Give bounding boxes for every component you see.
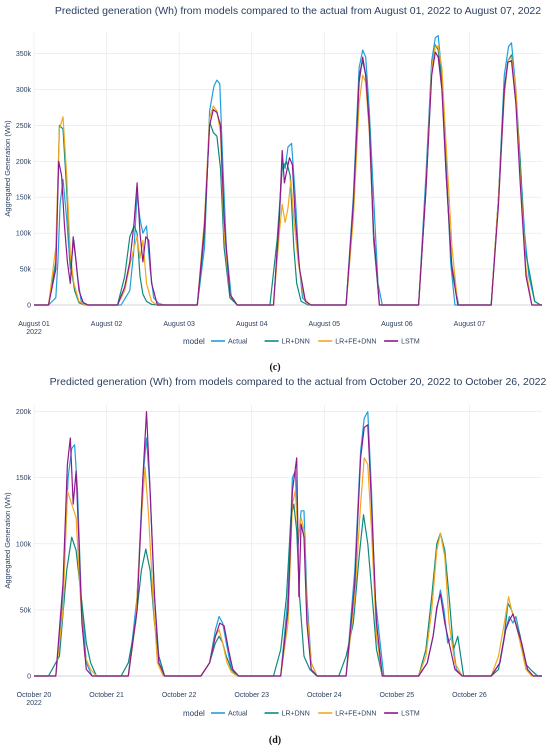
- x-tick-label: August 07: [454, 321, 486, 328]
- x-tick-label: October 24: [307, 692, 342, 699]
- x-tick-label: August 04: [236, 321, 268, 328]
- y-tick-label: 150k: [16, 195, 32, 202]
- chart-title: Predicted generation (Wh) from models co…: [55, 5, 541, 17]
- x-tick-year: 2022: [26, 329, 42, 336]
- y-tick-label: 300k: [16, 87, 32, 94]
- y-tick-label: 350k: [16, 51, 32, 58]
- legend-item[interactable]: LR+FE+DNN: [318, 339, 376, 346]
- legend-title: model: [183, 709, 205, 718]
- y-tick-label: 0: [27, 674, 31, 681]
- x-tick-label: October 25: [380, 692, 415, 699]
- legend-title: model: [183, 337, 205, 346]
- legend: model Actual LR+DNN LR+FE+DNN LSTM: [183, 709, 420, 718]
- x-tick-label: October 21: [89, 692, 124, 699]
- y-tick-label: 100k: [16, 231, 32, 238]
- series-line-lstm: [34, 51, 542, 306]
- chart-panel-2: Predicted generation (Wh) from models co…: [3, 376, 546, 746]
- y-tick-label: 100k: [16, 541, 32, 548]
- panel-caption: (d): [269, 735, 281, 746]
- legend-label: LR+DNN: [282, 339, 310, 346]
- x-tick-label: October 20: [17, 692, 52, 699]
- chart-panel-1: Predicted generation (Wh) from models co…: [3, 5, 542, 373]
- legend-label: LR+FE+DNN: [335, 339, 376, 346]
- x-tick-label: August 06: [381, 321, 413, 328]
- y-tick-label: 50k: [20, 607, 32, 614]
- series-line-actual: [34, 411, 542, 677]
- x-tick-label: October 26: [452, 692, 487, 699]
- legend-label: Actual: [228, 711, 248, 718]
- x-tick-label: August 02: [91, 321, 123, 328]
- y-tick-label: 150k: [16, 475, 32, 482]
- y-tick-label: 250k: [16, 123, 32, 130]
- x-tick-label: August 05: [309, 321, 341, 328]
- legend-item[interactable]: LSTM: [384, 339, 420, 346]
- legend: model Actual LR+DNN LR+FE+DNN LSTM: [183, 337, 420, 346]
- series-line-lr-dnn: [34, 44, 542, 306]
- x-tick-label: August 03: [163, 321, 195, 328]
- legend-item[interactable]: LR+DNN: [264, 339, 310, 346]
- y-tick-label: 0: [27, 303, 31, 310]
- legend-label: LR+FE+DNN: [335, 711, 376, 718]
- legend-item[interactable]: Actual: [211, 339, 248, 346]
- legend-label: LSTM: [401, 339, 420, 346]
- chart-title: Predicted generation (Wh) from models co…: [50, 376, 547, 388]
- series-line-lr-fe-dnn: [34, 45, 542, 306]
- y-axis-label: Aggregated Generation (Wh): [3, 492, 12, 589]
- panel-caption: (c): [269, 362, 280, 373]
- legend-label: LSTM: [401, 711, 420, 718]
- x-tick-label: August 01: [18, 321, 50, 328]
- legend-label: Actual: [228, 339, 248, 346]
- y-tick-label: 200k: [16, 159, 32, 166]
- y-axis-label: Aggregated Generation (Wh): [3, 120, 12, 217]
- legend-item[interactable]: LR+FE+DNN: [318, 711, 376, 718]
- legend-item[interactable]: LSTM: [384, 711, 420, 718]
- series-line-actual: [34, 35, 542, 306]
- x-tick-label: October 23: [234, 692, 269, 699]
- x-tick-label: October 22: [162, 692, 197, 699]
- legend-label: LR+DNN: [282, 711, 310, 718]
- series-line-lstm: [34, 411, 542, 677]
- legend-item[interactable]: LR+DNN: [264, 711, 310, 718]
- y-tick-label: 50k: [20, 267, 32, 274]
- x-tick-year: 2022: [26, 700, 42, 707]
- legend-item[interactable]: Actual: [211, 711, 248, 718]
- y-tick-label: 200k: [16, 409, 32, 416]
